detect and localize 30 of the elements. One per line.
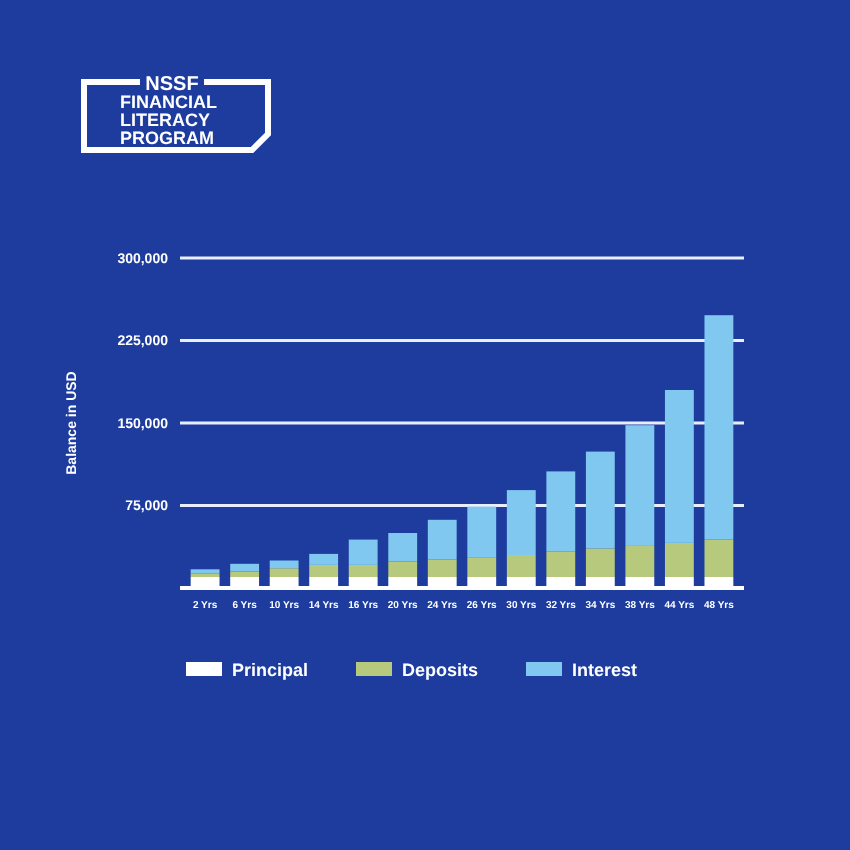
bar — [585, 548, 615, 577]
bar — [506, 555, 536, 577]
bar — [704, 315, 734, 540]
chart-title: NSSF FINANCIAL LITERACY PROGRAM — [120, 74, 218, 148]
bar — [625, 545, 655, 577]
legend-label: Principal — [232, 660, 309, 681]
bar — [467, 557, 497, 577]
bar — [664, 542, 694, 577]
bar — [664, 390, 694, 543]
legend-label: Interest — [572, 660, 638, 681]
bar — [506, 490, 536, 555]
legend-label: Deposits — [402, 660, 479, 681]
bar — [388, 533, 418, 562]
bar — [269, 560, 299, 569]
bar — [348, 539, 378, 565]
bar — [348, 564, 378, 577]
bar — [230, 563, 260, 572]
bar — [467, 506, 497, 558]
bar — [309, 564, 339, 577]
bar — [269, 568, 299, 577]
bar — [704, 539, 734, 577]
bar — [585, 451, 615, 549]
bar — [230, 571, 260, 577]
bar — [427, 519, 457, 560]
bar — [388, 561, 418, 577]
bar — [546, 551, 576, 577]
bar — [546, 471, 576, 552]
bar — [309, 553, 339, 565]
bar — [625, 425, 655, 546]
bar — [427, 559, 457, 577]
